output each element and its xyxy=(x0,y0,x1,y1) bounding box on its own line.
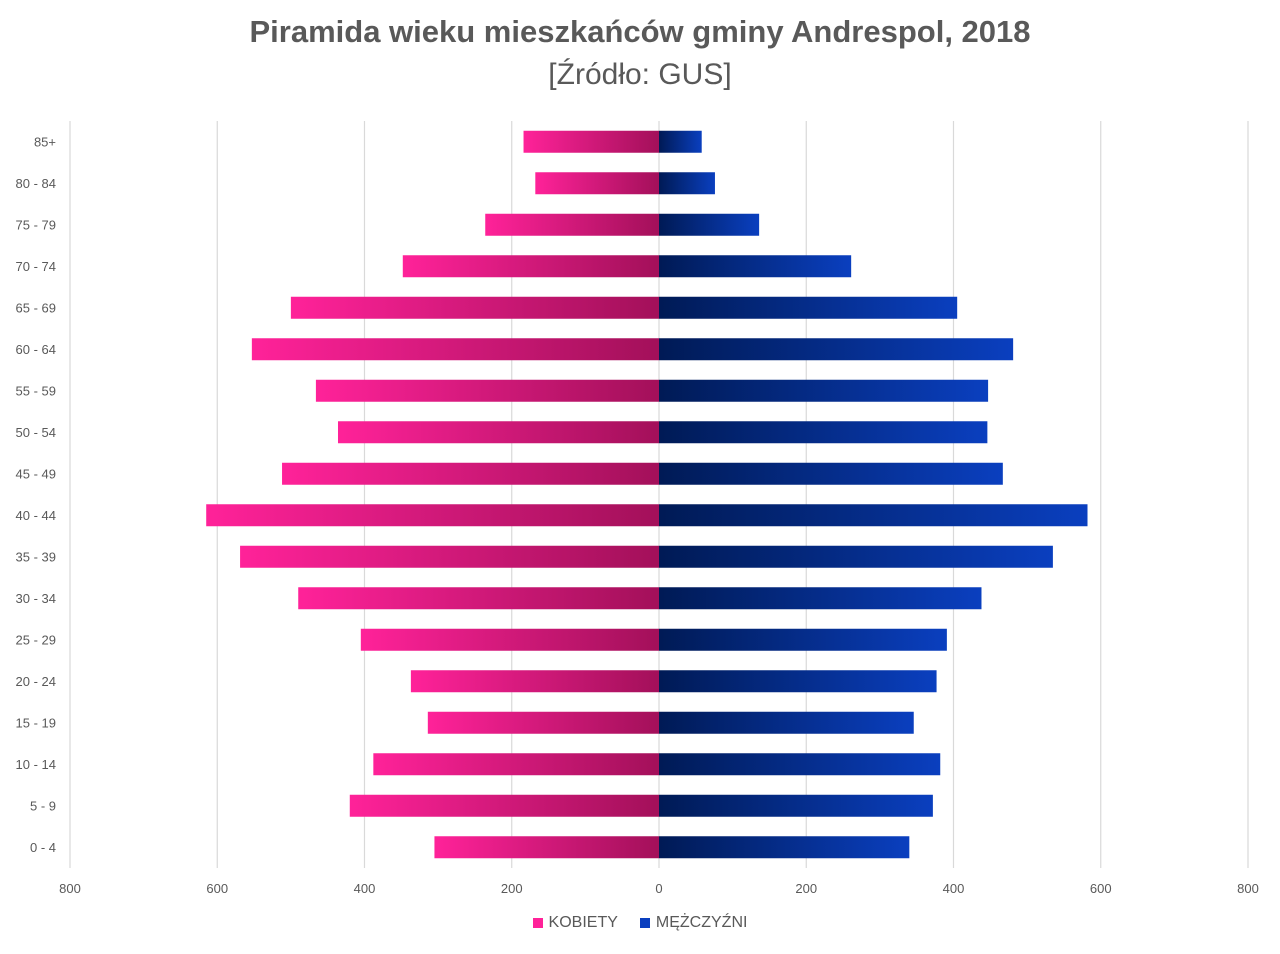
y-category-label: 65 - 69 xyxy=(16,300,56,315)
y-category-label: 75 - 79 xyxy=(16,217,56,232)
x-tick-label: 400 xyxy=(943,881,965,896)
bar-men xyxy=(659,628,947,651)
bar-women xyxy=(410,670,659,693)
bar-women xyxy=(373,753,659,776)
bar-men xyxy=(659,794,933,817)
legend-item-men: MĘŻCZYŹNI xyxy=(639,914,748,932)
chart-legend: KOBIETY MĘŻCZYŹNI xyxy=(0,914,1280,932)
chart-title: Piramida wieku mieszkańców gminy Andresp… xyxy=(249,14,1031,49)
y-category-label: 10 - 14 xyxy=(16,757,56,772)
bar-men xyxy=(659,296,958,319)
y-category-label: 50 - 54 xyxy=(16,425,56,440)
x-tick-label: 800 xyxy=(1237,881,1259,896)
y-category-label: 0 - 4 xyxy=(30,840,56,855)
bar-men xyxy=(659,255,852,278)
bar-men xyxy=(659,670,937,693)
legend-label-women: KOBIETY xyxy=(548,914,618,931)
bar-men xyxy=(659,545,1053,568)
bar-men xyxy=(659,462,1003,485)
y-category-label: 5 - 9 xyxy=(30,798,56,813)
x-tick-label: 0 xyxy=(655,881,662,896)
bar-women xyxy=(427,711,659,734)
bar-men xyxy=(659,711,914,734)
y-category-label: 60 - 64 xyxy=(16,342,56,357)
bar-men xyxy=(659,379,989,402)
y-category-label: 15 - 19 xyxy=(16,715,56,730)
legend-item-women: KOBIETY xyxy=(532,914,618,932)
y-category-label: 25 - 29 xyxy=(16,632,56,647)
bar-men xyxy=(659,130,702,153)
bar-women xyxy=(337,421,659,444)
bar-men xyxy=(659,421,988,444)
y-category-label: 20 - 24 xyxy=(16,674,56,689)
bar-men xyxy=(659,338,1014,361)
x-tick-label: 200 xyxy=(501,881,523,896)
bar-women xyxy=(349,794,659,817)
y-category-label: 85+ xyxy=(34,134,56,149)
y-category-label: 30 - 34 xyxy=(16,591,56,606)
bar-women xyxy=(402,255,659,278)
bar-women xyxy=(298,587,659,610)
legend-swatch-men xyxy=(639,918,650,928)
legend-label-men: MĘŻCZYŹNI xyxy=(655,914,748,931)
bar-women xyxy=(523,130,659,153)
y-category-label: 35 - 39 xyxy=(16,549,56,564)
bar-men xyxy=(659,213,760,236)
x-tick-label: 400 xyxy=(354,881,376,896)
x-tick-label: 200 xyxy=(795,881,817,896)
y-category-label: 55 - 59 xyxy=(16,383,56,398)
legend-swatch-women xyxy=(532,918,543,928)
y-category-label: 70 - 74 xyxy=(16,259,56,274)
bar-women xyxy=(240,545,660,568)
bar-men xyxy=(659,504,1088,527)
y-category-label: 80 - 84 xyxy=(16,176,56,191)
bar-women xyxy=(360,628,659,651)
x-tick-label: 800 xyxy=(59,881,81,896)
bar-men xyxy=(659,836,910,859)
y-category-label: 45 - 49 xyxy=(16,466,56,481)
bar-women xyxy=(251,338,659,361)
bar-men xyxy=(659,587,982,610)
chart-subtitle: [Źródło: GUS] xyxy=(548,58,732,91)
bar-women xyxy=(535,172,659,195)
x-tick-label: 600 xyxy=(206,881,228,896)
y-category-label: 40 - 44 xyxy=(16,508,56,523)
bar-men xyxy=(659,753,941,776)
bar-women xyxy=(282,462,659,485)
bar-women xyxy=(485,213,659,236)
bar-women xyxy=(290,296,659,319)
x-tick-label: 600 xyxy=(1090,881,1112,896)
bar-women xyxy=(315,379,659,402)
bar-women xyxy=(434,836,659,859)
bar-men xyxy=(659,172,715,195)
bar-women xyxy=(206,504,660,527)
